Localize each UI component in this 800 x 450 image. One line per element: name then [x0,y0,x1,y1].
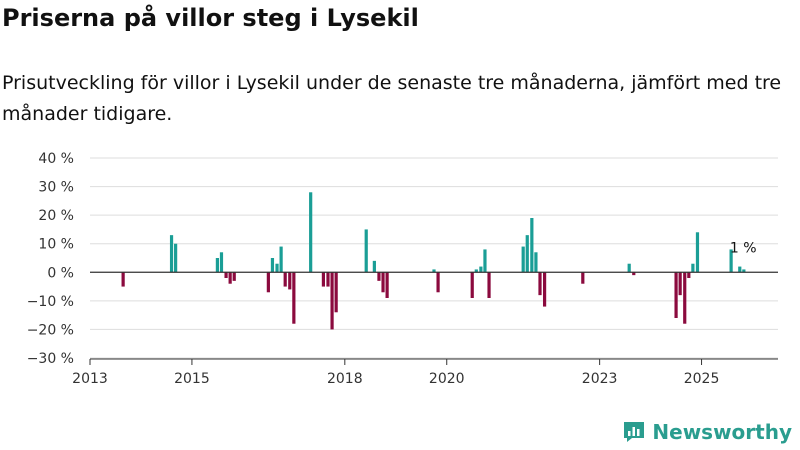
bar [377,272,381,281]
brand-name: Newsworthy [652,420,792,444]
bar [321,272,326,287]
bar [691,263,695,273]
bar [283,272,287,287]
bar [219,252,224,273]
brand: Newsworthy [622,420,792,444]
y-axis-labels: 40 % 30 % 20 % 10 % 0 % −10 % −20 % −30 % [27,151,74,367]
bar [385,272,389,298]
bar [542,272,547,307]
bar [326,272,330,287]
annotation: 1 % [730,240,757,256]
bar [169,235,174,273]
bar [121,272,125,287]
bar [266,272,270,293]
bar [436,272,440,293]
y-tick-label: 40 % [38,151,74,167]
bar [381,272,385,293]
bar [738,266,742,273]
bar [525,235,529,273]
bar [538,272,542,296]
x-tick-label: 2018 [327,371,363,387]
y-tick-label: 10 % [38,237,74,253]
bar [521,246,525,273]
bar [530,218,534,273]
x-tick-label: 2013 [72,371,108,387]
bar [695,232,700,273]
bar [270,258,275,273]
bar [470,272,474,298]
y-tick-label: 20 % [38,208,74,224]
bar [581,272,585,284]
bar [334,272,338,313]
bar [474,269,478,273]
x-axis: 2013 2015 2018 2020 2023 2025 [72,358,778,387]
bar [483,249,487,273]
bar [687,272,691,278]
y-tick-label: 0 % [47,265,74,281]
bar [330,272,334,330]
bar [678,272,682,296]
bar [215,258,220,273]
grid-lines [90,157,778,359]
bars [121,192,746,330]
bar-chart-logo-icon [624,422,645,442]
bar [729,249,733,273]
x-tick-label: 2020 [429,371,465,387]
bar [432,269,436,273]
bar [224,272,228,278]
y-tick-label: 30 % [38,180,74,196]
bar [742,269,746,273]
y-tick-label: −20 % [27,322,74,338]
bar [292,272,296,324]
chart-title: Priserna på villor steg i Lysekil [2,4,419,32]
y-tick-label: −10 % [27,294,74,310]
bar [232,272,236,281]
bar [632,272,636,276]
bar [174,243,178,273]
bar [288,272,292,290]
bar [275,263,279,273]
y-tick-label: −30 % [27,351,74,367]
bar [309,192,313,273]
bar [674,272,678,318]
bar [279,246,283,273]
bar [683,272,687,324]
bar [534,252,538,273]
x-tick-label: 2023 [582,371,618,387]
bar [228,272,232,284]
annotation-label: 1 % [730,240,757,256]
x-tick-label: 2025 [684,371,720,387]
bar [372,260,376,273]
bar [479,266,483,273]
bar [364,229,368,273]
chart-subtitle: Prisutveckling för villor i Lysekil unde… [2,72,782,125]
bar [627,263,631,273]
bar [487,272,491,298]
x-tick-label: 2015 [174,371,210,387]
